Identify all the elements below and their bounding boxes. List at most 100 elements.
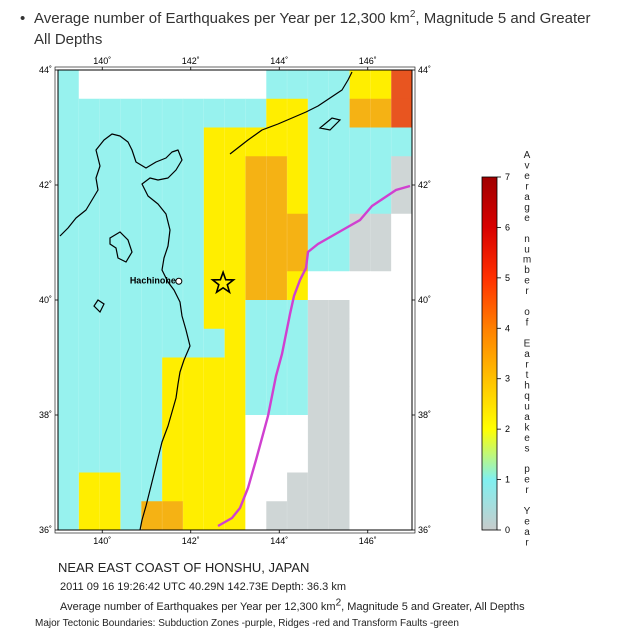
grid-cell xyxy=(182,242,205,272)
colorbar-label-char: o xyxy=(524,307,530,318)
grid-cell xyxy=(99,472,121,502)
grid-cell xyxy=(266,271,288,301)
grid-cell xyxy=(370,300,392,330)
grid-cell xyxy=(349,357,371,387)
grid-cell xyxy=(245,300,267,330)
grid-cell xyxy=(328,127,350,157)
grid-cell xyxy=(349,415,371,445)
grid-cell xyxy=(370,501,392,531)
grid-cell xyxy=(203,472,225,502)
colorbar-tick-label: 2 xyxy=(505,424,510,434)
grid-cell xyxy=(349,242,371,272)
grid-cell xyxy=(78,156,101,186)
grid-cell xyxy=(182,156,205,186)
longitude-tick-bottom: 144˚ xyxy=(270,536,288,546)
colorbar-label-char: e xyxy=(524,213,530,224)
latitude-tick-right: 38˚ xyxy=(418,410,431,420)
grid-cell xyxy=(349,271,371,301)
grid-cell xyxy=(224,443,246,473)
grid-cell xyxy=(99,501,121,531)
longitude-tick-top: 140˚ xyxy=(93,56,111,66)
grid-cell xyxy=(391,501,413,531)
colorbar-label-char: q xyxy=(524,391,530,402)
grid-cell xyxy=(162,70,184,100)
latitude-tick-left: 36˚ xyxy=(39,525,52,535)
grid-cell xyxy=(78,328,101,358)
grid-cell xyxy=(307,328,330,358)
colorbar xyxy=(481,176,498,531)
grid-cell xyxy=(328,271,350,301)
grid-cell xyxy=(307,98,330,128)
grid-cell xyxy=(391,443,413,473)
grid-cell xyxy=(141,472,163,502)
grid-cell xyxy=(224,386,246,416)
grid-cell xyxy=(307,185,330,215)
grid-cell xyxy=(349,472,371,502)
grid-cell xyxy=(328,156,350,186)
colorbar-label-char: u xyxy=(524,401,530,412)
grid-cell xyxy=(266,415,288,445)
grid-cell xyxy=(182,472,205,502)
grid-cell xyxy=(391,271,413,301)
grid-cell xyxy=(370,98,392,128)
grid-cell xyxy=(78,300,101,330)
grid-cell xyxy=(78,98,101,128)
grid-cell xyxy=(203,98,225,128)
latitude-tick-left: 38˚ xyxy=(39,410,52,420)
colorbar-label-char: b xyxy=(524,265,530,276)
colorbar-label-char: e xyxy=(524,475,530,486)
colorbar-label-char: h xyxy=(524,380,530,391)
colorbar-label-char: r xyxy=(525,538,529,549)
grid-cell xyxy=(58,156,80,186)
grid-cell xyxy=(224,98,246,128)
average-caption-text: Average number of Earthquakes per Year p… xyxy=(60,601,336,613)
title-text-end: , Magnitude 5 and Greater xyxy=(415,10,591,27)
grid-cell xyxy=(266,472,288,502)
city-marker xyxy=(175,277,183,285)
grid-cell xyxy=(99,242,121,272)
colorbar-tick-label: 5 xyxy=(505,273,510,283)
colorbar-tick-label: 7 xyxy=(505,172,510,182)
grid-cell xyxy=(141,415,163,445)
colorbar-tick-label: 3 xyxy=(505,374,510,384)
grid-cell xyxy=(162,501,184,531)
grid-cell xyxy=(141,156,163,186)
grid-cell xyxy=(391,70,413,100)
grid-cell xyxy=(78,415,101,445)
grid-cell xyxy=(99,443,121,473)
grid-cell xyxy=(141,127,163,157)
grid-cell xyxy=(328,501,350,531)
latitude-tick-right: 36˚ xyxy=(418,525,431,535)
grid-cell xyxy=(120,443,142,473)
grid-cell xyxy=(287,415,309,445)
grid-cell xyxy=(349,386,371,416)
grid-cell xyxy=(99,300,121,330)
colorbar-label-char: e xyxy=(524,433,530,444)
grid-cell xyxy=(203,300,225,330)
colorbar-label-char: Y xyxy=(524,506,531,517)
grid-cell xyxy=(370,472,392,502)
grid-cell xyxy=(182,213,205,243)
grid-cell xyxy=(120,357,142,387)
longitude-labels: 140˚ 140˚ 142˚ 142˚ 144˚ 144˚ 146˚ 146˚ xyxy=(93,56,377,546)
coast-inlet xyxy=(93,299,105,314)
colorbar-label-char: a xyxy=(524,349,530,360)
grid-cell xyxy=(162,443,184,473)
colorbar-label-char: E xyxy=(524,339,531,350)
grid-cell xyxy=(287,328,309,358)
grid-cell xyxy=(266,127,288,157)
grid-cell xyxy=(287,443,309,473)
grid-cell xyxy=(58,242,80,272)
grid-cell xyxy=(141,300,163,330)
grid-cell xyxy=(203,501,225,531)
average-caption-superscript: 2 xyxy=(335,597,342,609)
title-line-two: All Depths xyxy=(34,31,103,48)
grid-cell xyxy=(99,271,121,301)
title-bullet: • xyxy=(20,10,26,27)
grid-cell xyxy=(370,70,392,100)
grid-cell xyxy=(78,472,101,502)
grid-cell xyxy=(245,127,267,157)
grid-cell xyxy=(203,70,225,100)
grid-cell xyxy=(307,443,330,473)
